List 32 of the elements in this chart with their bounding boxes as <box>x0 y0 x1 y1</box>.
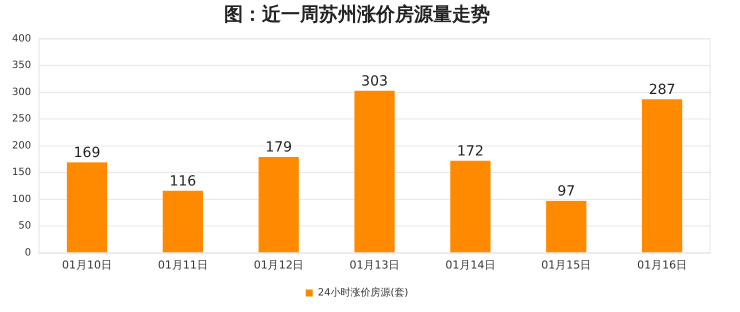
y-tick-label: 300 <box>12 86 32 98</box>
data-label: 116 <box>169 173 196 190</box>
y-tick-label: 50 <box>18 220 32 232</box>
bar <box>162 190 203 252</box>
y-tick-label: 150 <box>12 167 32 178</box>
x-tick-label: 01月15日 <box>541 258 592 272</box>
bar <box>546 200 586 252</box>
data-label: 169 <box>74 145 100 162</box>
legend-label: 24小时涨价房源(套) <box>318 286 408 299</box>
y-tick-label: 350 <box>12 60 32 72</box>
bar <box>450 160 491 252</box>
chart-title: 图：近一周苏州涨价房源量走势 <box>224 3 490 26</box>
y-tick-label: 0 <box>24 247 32 258</box>
x-tick-label: 01月16日 <box>637 258 688 272</box>
bar <box>66 162 108 252</box>
y-tick-label: 100 <box>12 194 32 205</box>
y-tick-label: 200 <box>12 140 32 152</box>
x-tick-label: 01月10日 <box>62 258 112 272</box>
data-label: 172 <box>457 143 484 160</box>
x-tick-label: 01月11日 <box>158 258 208 272</box>
data-label: 179 <box>265 140 292 156</box>
y-tick-label: 250 <box>12 114 32 125</box>
y-tick-label: 400 <box>12 33 32 44</box>
data-label: 303 <box>361 73 388 90</box>
x-tick-label: 01月12日 <box>254 258 304 272</box>
x-tick-label: 01月14日 <box>445 258 496 272</box>
bar <box>258 157 299 252</box>
bar <box>354 90 395 252</box>
data-label: 287 <box>648 82 676 98</box>
x-tick-label: 01月13日 <box>350 258 400 272</box>
data-label: 97 <box>557 184 576 200</box>
bar <box>642 99 682 252</box>
